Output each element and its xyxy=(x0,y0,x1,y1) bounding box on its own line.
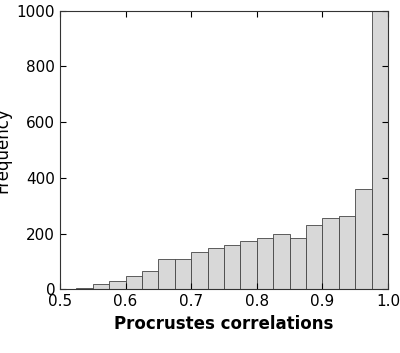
Bar xyxy=(322,219,339,289)
Bar xyxy=(372,11,388,289)
Bar xyxy=(158,259,175,289)
Bar xyxy=(175,259,191,289)
Bar xyxy=(273,234,290,289)
Bar xyxy=(142,271,158,289)
Bar xyxy=(109,281,126,289)
Bar xyxy=(191,252,208,289)
Bar xyxy=(355,189,372,289)
Bar xyxy=(257,238,273,289)
Bar xyxy=(93,284,109,289)
X-axis label: Procrustes correlations: Procrustes correlations xyxy=(114,315,334,333)
Bar xyxy=(76,288,93,289)
Bar xyxy=(208,248,224,289)
Bar xyxy=(306,225,322,289)
Bar xyxy=(126,276,142,289)
Bar xyxy=(224,245,240,289)
Bar xyxy=(339,216,355,289)
Y-axis label: Frequency: Frequency xyxy=(0,107,11,193)
Bar xyxy=(240,241,257,289)
Bar xyxy=(290,238,306,289)
